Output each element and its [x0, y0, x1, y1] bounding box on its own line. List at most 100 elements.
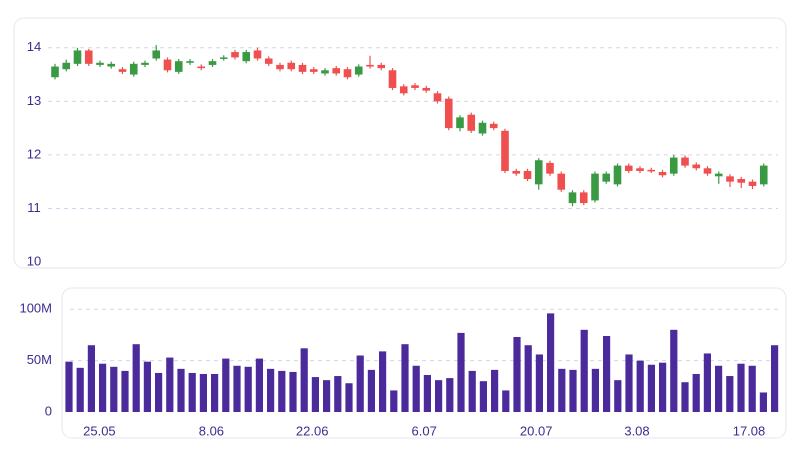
- candle-body: [309, 69, 318, 72]
- volume-bar: [99, 363, 107, 412]
- candle-body: [118, 69, 127, 72]
- volume-bar: [659, 362, 667, 412]
- volume-bar: [367, 369, 375, 412]
- candle-body: [456, 117, 464, 129]
- candle-body: [174, 61, 183, 72]
- volume-bar: [423, 375, 431, 412]
- candle-body: [377, 64, 386, 69]
- volume-bar: [233, 365, 241, 412]
- candle-body: [546, 162, 554, 174]
- candle-body: [231, 52, 239, 58]
- candle-body: [96, 62, 104, 65]
- volume-bar: [143, 361, 151, 412]
- candle-body: [321, 70, 329, 74]
- candle-body: [624, 165, 633, 171]
- candle-body: [84, 50, 93, 64]
- candle-body: [748, 181, 757, 186]
- x-tick-label: 20.07: [520, 423, 553, 438]
- candle-body: [669, 157, 678, 174]
- candle-body: [444, 98, 453, 129]
- volume-bar: [636, 360, 644, 412]
- volume-bar: [132, 344, 140, 412]
- volume-bar: [311, 377, 319, 412]
- candle-body: [501, 130, 509, 171]
- volume-bar: [177, 368, 185, 412]
- volume-bar: [300, 348, 308, 412]
- volume-bar: [401, 344, 409, 412]
- candle-body: [354, 66, 363, 75]
- candle-body: [399, 86, 408, 94]
- candle-body: [726, 176, 734, 182]
- volume-bar: [188, 372, 196, 412]
- volume-bar: [603, 335, 611, 412]
- volume-bar: [65, 361, 73, 412]
- candle-body: [714, 173, 723, 177]
- candle-body: [51, 66, 59, 78]
- candle-body: [658, 172, 667, 176]
- candle-body: [152, 50, 161, 59]
- volume-bar: [356, 355, 364, 412]
- volume-bar: [468, 370, 476, 412]
- volume-bar: [390, 390, 398, 412]
- x-tick-label: 25.05: [83, 423, 116, 438]
- candle-body: [141, 62, 149, 65]
- volume-bar: [614, 380, 622, 412]
- candle-body: [107, 63, 116, 67]
- y-tick-label: 11: [27, 200, 41, 215]
- y-tick-label: 0: [45, 403, 52, 418]
- candle-body: [523, 170, 532, 179]
- volume-bar: [345, 383, 353, 412]
- x-tick-label: 17.08: [733, 423, 766, 438]
- volume-bar: [435, 380, 443, 412]
- volume-bar: [737, 363, 745, 412]
- y-tick-label: 12: [27, 146, 41, 161]
- y-tick-label: 14: [27, 39, 41, 54]
- volume-bar: [670, 329, 678, 412]
- volume-bar: [278, 370, 286, 412]
- price-panel: [13, 17, 787, 269]
- volume-bar: [211, 373, 219, 412]
- candle-body: [692, 164, 701, 169]
- y-tick-label: 50M: [27, 352, 52, 367]
- volume-bar: [323, 380, 331, 412]
- volume-bar: [255, 358, 263, 412]
- volume-bar: [457, 332, 465, 412]
- candle-body: [568, 192, 577, 204]
- candle-body: [591, 173, 599, 201]
- volume-bar: [703, 353, 711, 412]
- candle-body: [197, 66, 206, 69]
- candle-body: [422, 87, 431, 91]
- candle-body: [186, 61, 194, 63]
- candle-body: [343, 69, 352, 78]
- y-tick-label: 10: [27, 253, 41, 268]
- candle-body: [242, 52, 251, 62]
- x-tick-label: 3.08: [624, 423, 649, 438]
- candle-body: [647, 169, 656, 172]
- candle-body: [287, 62, 296, 70]
- candle-body: [366, 64, 374, 67]
- volume-bar: [759, 392, 767, 412]
- candle-body: [163, 59, 172, 71]
- candle-body: [208, 61, 217, 65]
- volume-bar: [558, 368, 566, 412]
- volume-bar: [647, 364, 655, 412]
- candle-body: [557, 173, 566, 190]
- y-tick-label: 13: [27, 93, 41, 108]
- volume-bar: [87, 345, 95, 412]
- volume-bar: [524, 345, 532, 412]
- volume-bar: [244, 366, 252, 412]
- candle-body: [703, 168, 712, 174]
- volume-bar: [155, 372, 163, 412]
- volume-bar: [580, 329, 588, 412]
- volume-bar: [76, 367, 84, 412]
- candle-body: [759, 165, 768, 185]
- volume-bar: [110, 366, 118, 412]
- volume-bar: [491, 369, 499, 412]
- volume-bar: [334, 376, 342, 412]
- candle-body: [388, 70, 397, 88]
- x-tick-label: 6.07: [412, 423, 437, 438]
- volume-bar: [121, 370, 129, 412]
- volume-bar: [692, 373, 700, 412]
- volume-bar: [166, 357, 174, 412]
